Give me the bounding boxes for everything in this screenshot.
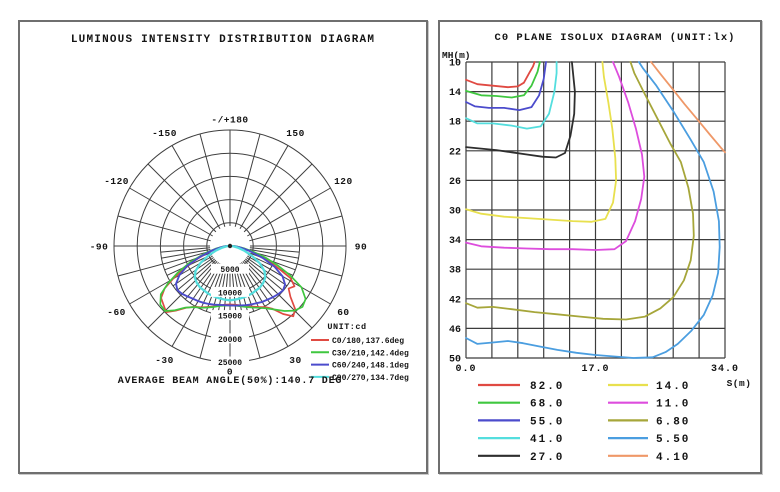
isolux-legend-label: 27.0: [530, 452, 564, 464]
y-tick-label: 14: [449, 88, 461, 99]
isolux-legend-label: 55.0: [530, 416, 564, 428]
isolux-contour-68.0: [465, 61, 541, 99]
y-tick-label: 22: [449, 147, 461, 158]
angle-tick-label: -150: [152, 128, 177, 139]
y-tick-label: 10: [449, 59, 461, 70]
polar-legend-label: C60/240,148.1deg: [332, 362, 409, 371]
angle-tick-label: -60: [107, 307, 126, 318]
radial-tick-label: 20000: [218, 336, 242, 345]
polar-curve-C90/270,134.7deg: [193, 244, 267, 302]
angle-tick-label: -90: [90, 242, 109, 253]
isolux-legend-label: 41.0: [530, 434, 564, 446]
polar-spoke: [239, 263, 289, 347]
polar-diagram-title: LUMINOUS INTENSITY DISTRIBUTION DIAGRAM: [70, 34, 376, 46]
polar-spoke-minor: [246, 257, 288, 287]
angle-tick-label: 60: [337, 307, 349, 318]
radial-tick-label: 5000: [220, 266, 239, 275]
x-tick-label: 34.0: [711, 364, 739, 375]
isolux-contour-27.0: [465, 61, 576, 159]
isolux-contour-11.0: [465, 61, 646, 251]
isolux-contour-55.0: [465, 61, 547, 111]
isolux-contour-chart: 10 14 18 22 26 30 34 38 42 46 50 MH(m) 0.0 17.0 34.0 S(…: [442, 50, 752, 464]
polar-spoke: [199, 133, 226, 227]
polar-spoke-minor: [160, 247, 211, 253]
polar-spoke: [234, 133, 261, 227]
isolux-legend-label: 68.0: [530, 399, 564, 411]
isolux-contour-41.0: [465, 61, 558, 130]
y-tick-label: 50: [449, 355, 461, 366]
isolux-grid: [465, 61, 726, 359]
polar-legend-title: UNIT:cd: [327, 322, 366, 332]
polar-diagram-panel: LUMINOUS INTENSITY DISTRIBUTION DIAGRAM …: [18, 20, 428, 474]
isolux-legend-label: 4.10: [656, 452, 690, 464]
y-tick-label: 38: [449, 266, 461, 277]
polar-spoke-minor: [249, 247, 300, 253]
polar-spoke: [243, 163, 313, 233]
isolux-legend-label: 6.80: [656, 416, 690, 428]
radial-tick-bg: [211, 310, 249, 321]
angle-tick-label: -30: [155, 355, 174, 366]
radial-tick-label: 10000: [218, 289, 242, 298]
polar-spoke: [239, 145, 289, 229]
x-tick-label: 17.0: [581, 364, 609, 375]
y-axis-title: MH(m): [442, 50, 471, 61]
x-tick-label: 0.0: [455, 364, 476, 375]
radial-tick-label: 15000: [218, 313, 242, 322]
isolux-diagram-title: C0 PLANE ISOLUX DIAGRAM (UNIT:lx): [494, 32, 736, 44]
angle-tick-label: -120: [104, 176, 129, 187]
isolux-contour-5.50: [465, 61, 721, 359]
polar-spoke: [171, 263, 221, 347]
luminous-intensity-polar-chart: 5000 10000 15000 20000 25000 -/+180 150 -150 120…: [90, 115, 409, 383]
polar-spoke: [247, 187, 331, 237]
radial-tick-bg: [211, 356, 249, 367]
isolux-contour-6.80: [465, 61, 695, 321]
polar-spoke: [249, 250, 343, 277]
average-beam-angle-note: AVERAGE BEAM ANGLE(50%):140.7 DEG: [117, 376, 343, 387]
isolux-legend-label: 82.0: [530, 381, 564, 393]
angle-tick-label: 0: [227, 367, 233, 378]
isolux-contour-82.0: [465, 61, 536, 89]
y-tick-label: 46: [449, 325, 461, 336]
isolux-legend-label: 14.0: [656, 381, 690, 393]
polar-spoke: [147, 163, 217, 233]
polar-spoke: [249, 215, 343, 242]
polar-spoke-minor: [249, 249, 299, 259]
polar-legend-label: C0/180,137.6deg: [332, 337, 404, 346]
y-tick-label: 26: [449, 177, 461, 188]
radial-tick-bg: [211, 286, 249, 297]
radial-tick-label: 25000: [218, 359, 242, 368]
polar-spoke-minor: [161, 249, 211, 259]
radial-tick-bg: [211, 263, 249, 274]
angle-tick-label: 30: [289, 355, 301, 366]
y-tick-label: 34: [449, 236, 461, 247]
angle-tick-label: -/+180: [211, 115, 248, 126]
polar-spoke: [117, 250, 211, 277]
isolux-diagram-panel: C0 PLANE ISOLUX DIAGRAM (UNIT:lx) 10 14 18…: [438, 20, 762, 474]
polar-curve-C60/240,148.1deg: [175, 244, 287, 307]
isolux-legend-label: 5.50: [656, 434, 690, 446]
angle-tick-label: 90: [355, 242, 367, 253]
polar-spoke-minor: [172, 257, 214, 287]
x-axis-title: S(m): [727, 378, 752, 389]
isolux-contour-14.0: [465, 61, 617, 223]
angle-tick-label: 120: [334, 176, 353, 187]
isolux-contour-4.10: [650, 61, 726, 154]
angle-tick-label: 150: [286, 128, 305, 139]
y-tick-label: 42: [449, 295, 461, 306]
polar-legend-label: C30/210,142.4deg: [332, 349, 409, 358]
y-tick-label: 18: [449, 118, 461, 129]
polar-spoke: [117, 215, 211, 242]
radial-tick-bg: [211, 333, 249, 344]
polar-legend-label: C90/270,134.7deg: [332, 374, 409, 383]
polar-center-dot: [227, 243, 233, 249]
isolux-legend-label: 11.0: [656, 399, 690, 411]
polar-spoke: [129, 187, 213, 237]
polar-spoke: [171, 145, 221, 229]
y-tick-label: 30: [449, 207, 461, 218]
